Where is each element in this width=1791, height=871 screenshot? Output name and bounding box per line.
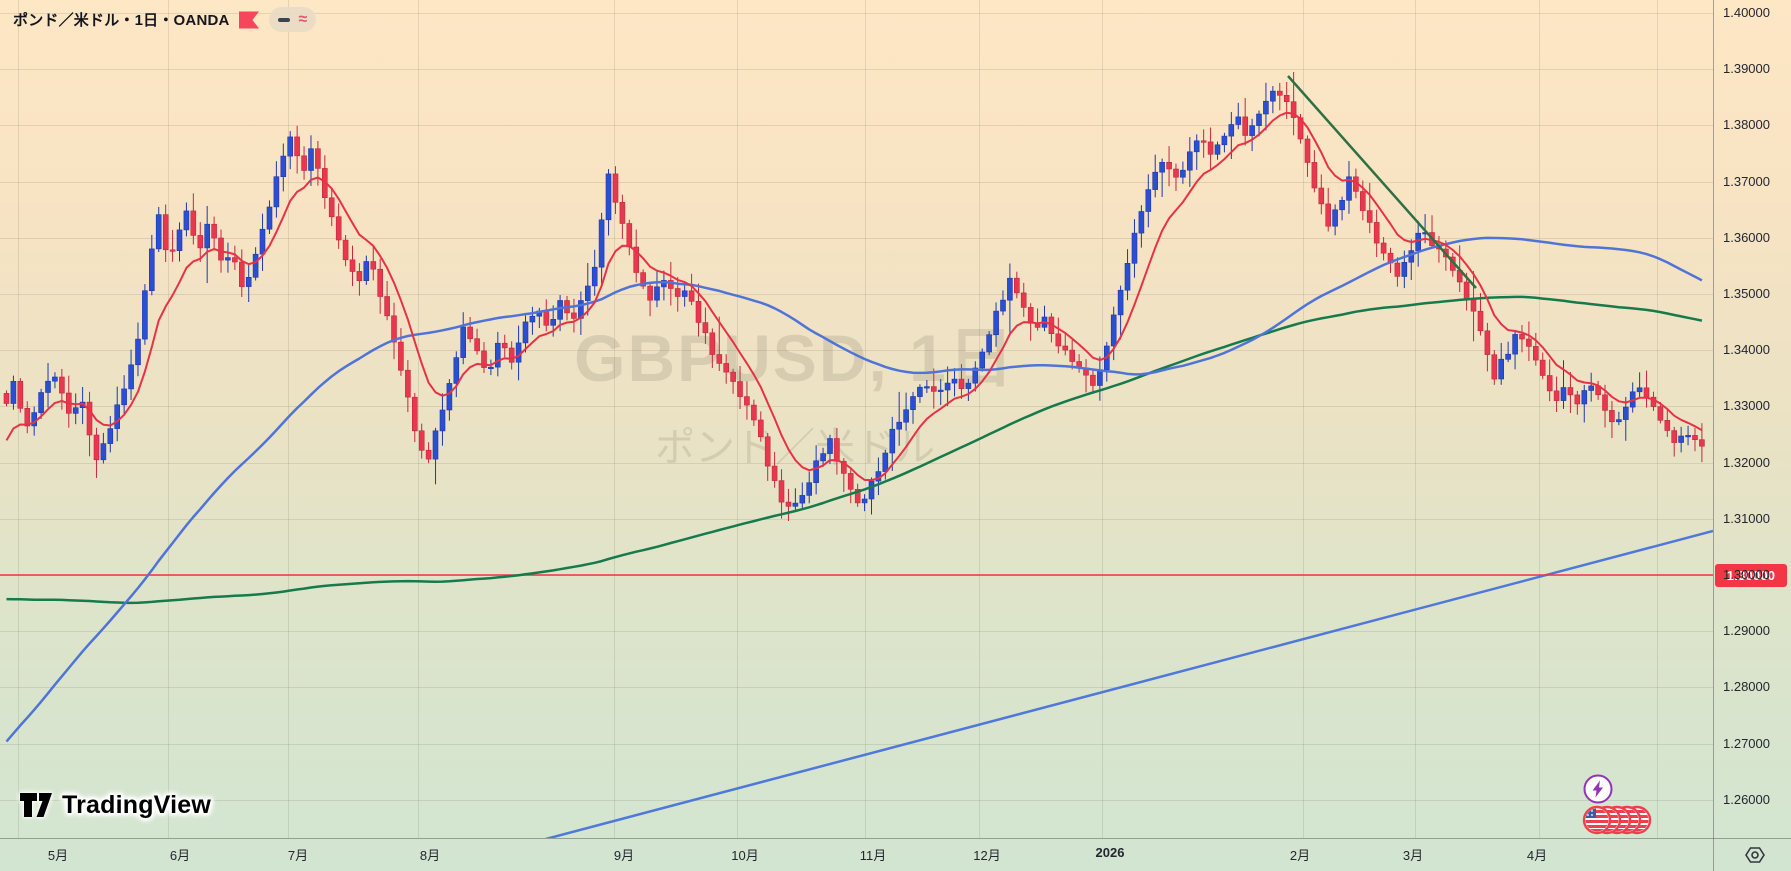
descending-trendline[interactable] (1287, 75, 1477, 289)
time-axis-separator (0, 838, 1791, 839)
time-tick-label: 5月 (47, 848, 69, 863)
mid-sma-line[interactable] (5, 236, 1703, 743)
chart-canvas[interactable] (0, 0, 1713, 838)
time-tick-label: 6月 (169, 848, 191, 863)
time-tick-label: 10月 (731, 848, 759, 863)
time-tick-label: 7月 (287, 848, 309, 863)
tradingview-logo[interactable]: TradingView (18, 790, 211, 820)
time-tick-label: 4月 (1526, 848, 1548, 863)
price-tick-label: 1.30000 (1723, 567, 1770, 582)
time-axis[interactable]: 5月 6月 7月 8月 9月 10月 11月 12月 2026 2月 3月 4月 (0, 839, 1791, 871)
time-tick-label: 2026 (1095, 845, 1125, 860)
flag-symbol-icon[interactable] (238, 11, 260, 29)
price-tick-label: 1.33000 (1723, 398, 1770, 414)
us-flag-events-icon[interactable] (1582, 805, 1652, 835)
approx-values-icon[interactable]: ≈ (298, 10, 308, 28)
price-tick-label: 1.34000 (1723, 342, 1770, 358)
price-tick-label: 1.27000 (1723, 735, 1770, 751)
tradingview-logo-text: TradingView (62, 790, 212, 819)
price-tick-label: 1.39000 (1723, 61, 1770, 77)
price-axis-separator (1713, 0, 1714, 871)
fast-ema-line[interactable] (5, 111, 1703, 482)
scale-settings-icon[interactable] (1738, 841, 1772, 869)
watermark-symbol-subtext: ポンド／米ドル (655, 426, 935, 470)
price-tick-label: 1.40000 (1723, 5, 1770, 20)
price-tick-label: 1.37000 (1723, 173, 1770, 189)
chart-legend[interactable]: ポンド／米ドル・1日・OANDA ≈ (13, 7, 317, 32)
symbol-watermark: GBPUSD, 1日 ポンド／米ドル (574, 305, 1016, 473)
time-tick-label: 2月 (1289, 848, 1311, 863)
price-tick-label: 1.32000 (1723, 454, 1770, 470)
lightning-event-icon[interactable] (1583, 774, 1613, 804)
price-axis[interactable]: 1.30000 1.40000 1.39000 1.38000 1.37000 1.36… (1714, 0, 1791, 838)
price-tick-label: 1.36000 (1723, 229, 1770, 245)
time-tick-label: 8月 (419, 848, 441, 863)
price-tick-label: 1.31000 (1723, 510, 1770, 526)
legend-toggle-pill[interactable]: ≈ (268, 7, 317, 32)
tradingview-mark-icon (20, 793, 52, 817)
symbol-title[interactable]: ポンド／米ドル・1日・OANDA (13, 12, 230, 29)
time-tick-label: 11月 (859, 848, 887, 863)
time-tick-label: 9月 (613, 848, 635, 863)
time-tick-label: 12月 (973, 848, 1001, 863)
price-tick-label: 1.28000 (1723, 679, 1770, 695)
hide-legend-icon[interactable] (277, 17, 290, 22)
price-tick-label: 1.26000 (1723, 791, 1770, 807)
price-tick-label: 1.35000 (1723, 286, 1770, 301)
price-level-badge: 1.30000 (1715, 563, 1787, 587)
slow-sma-line[interactable] (6, 295, 1703, 605)
price-tick-label: 1.38000 (1723, 117, 1770, 133)
price-tick-label: 1.29000 (1723, 623, 1770, 639)
gridlines (0, 0, 1713, 838)
time-tick-label: 3月 (1402, 848, 1424, 863)
ascending-trendline[interactable] (398, 529, 1713, 838)
candlestick-series (3, 72, 1705, 521)
